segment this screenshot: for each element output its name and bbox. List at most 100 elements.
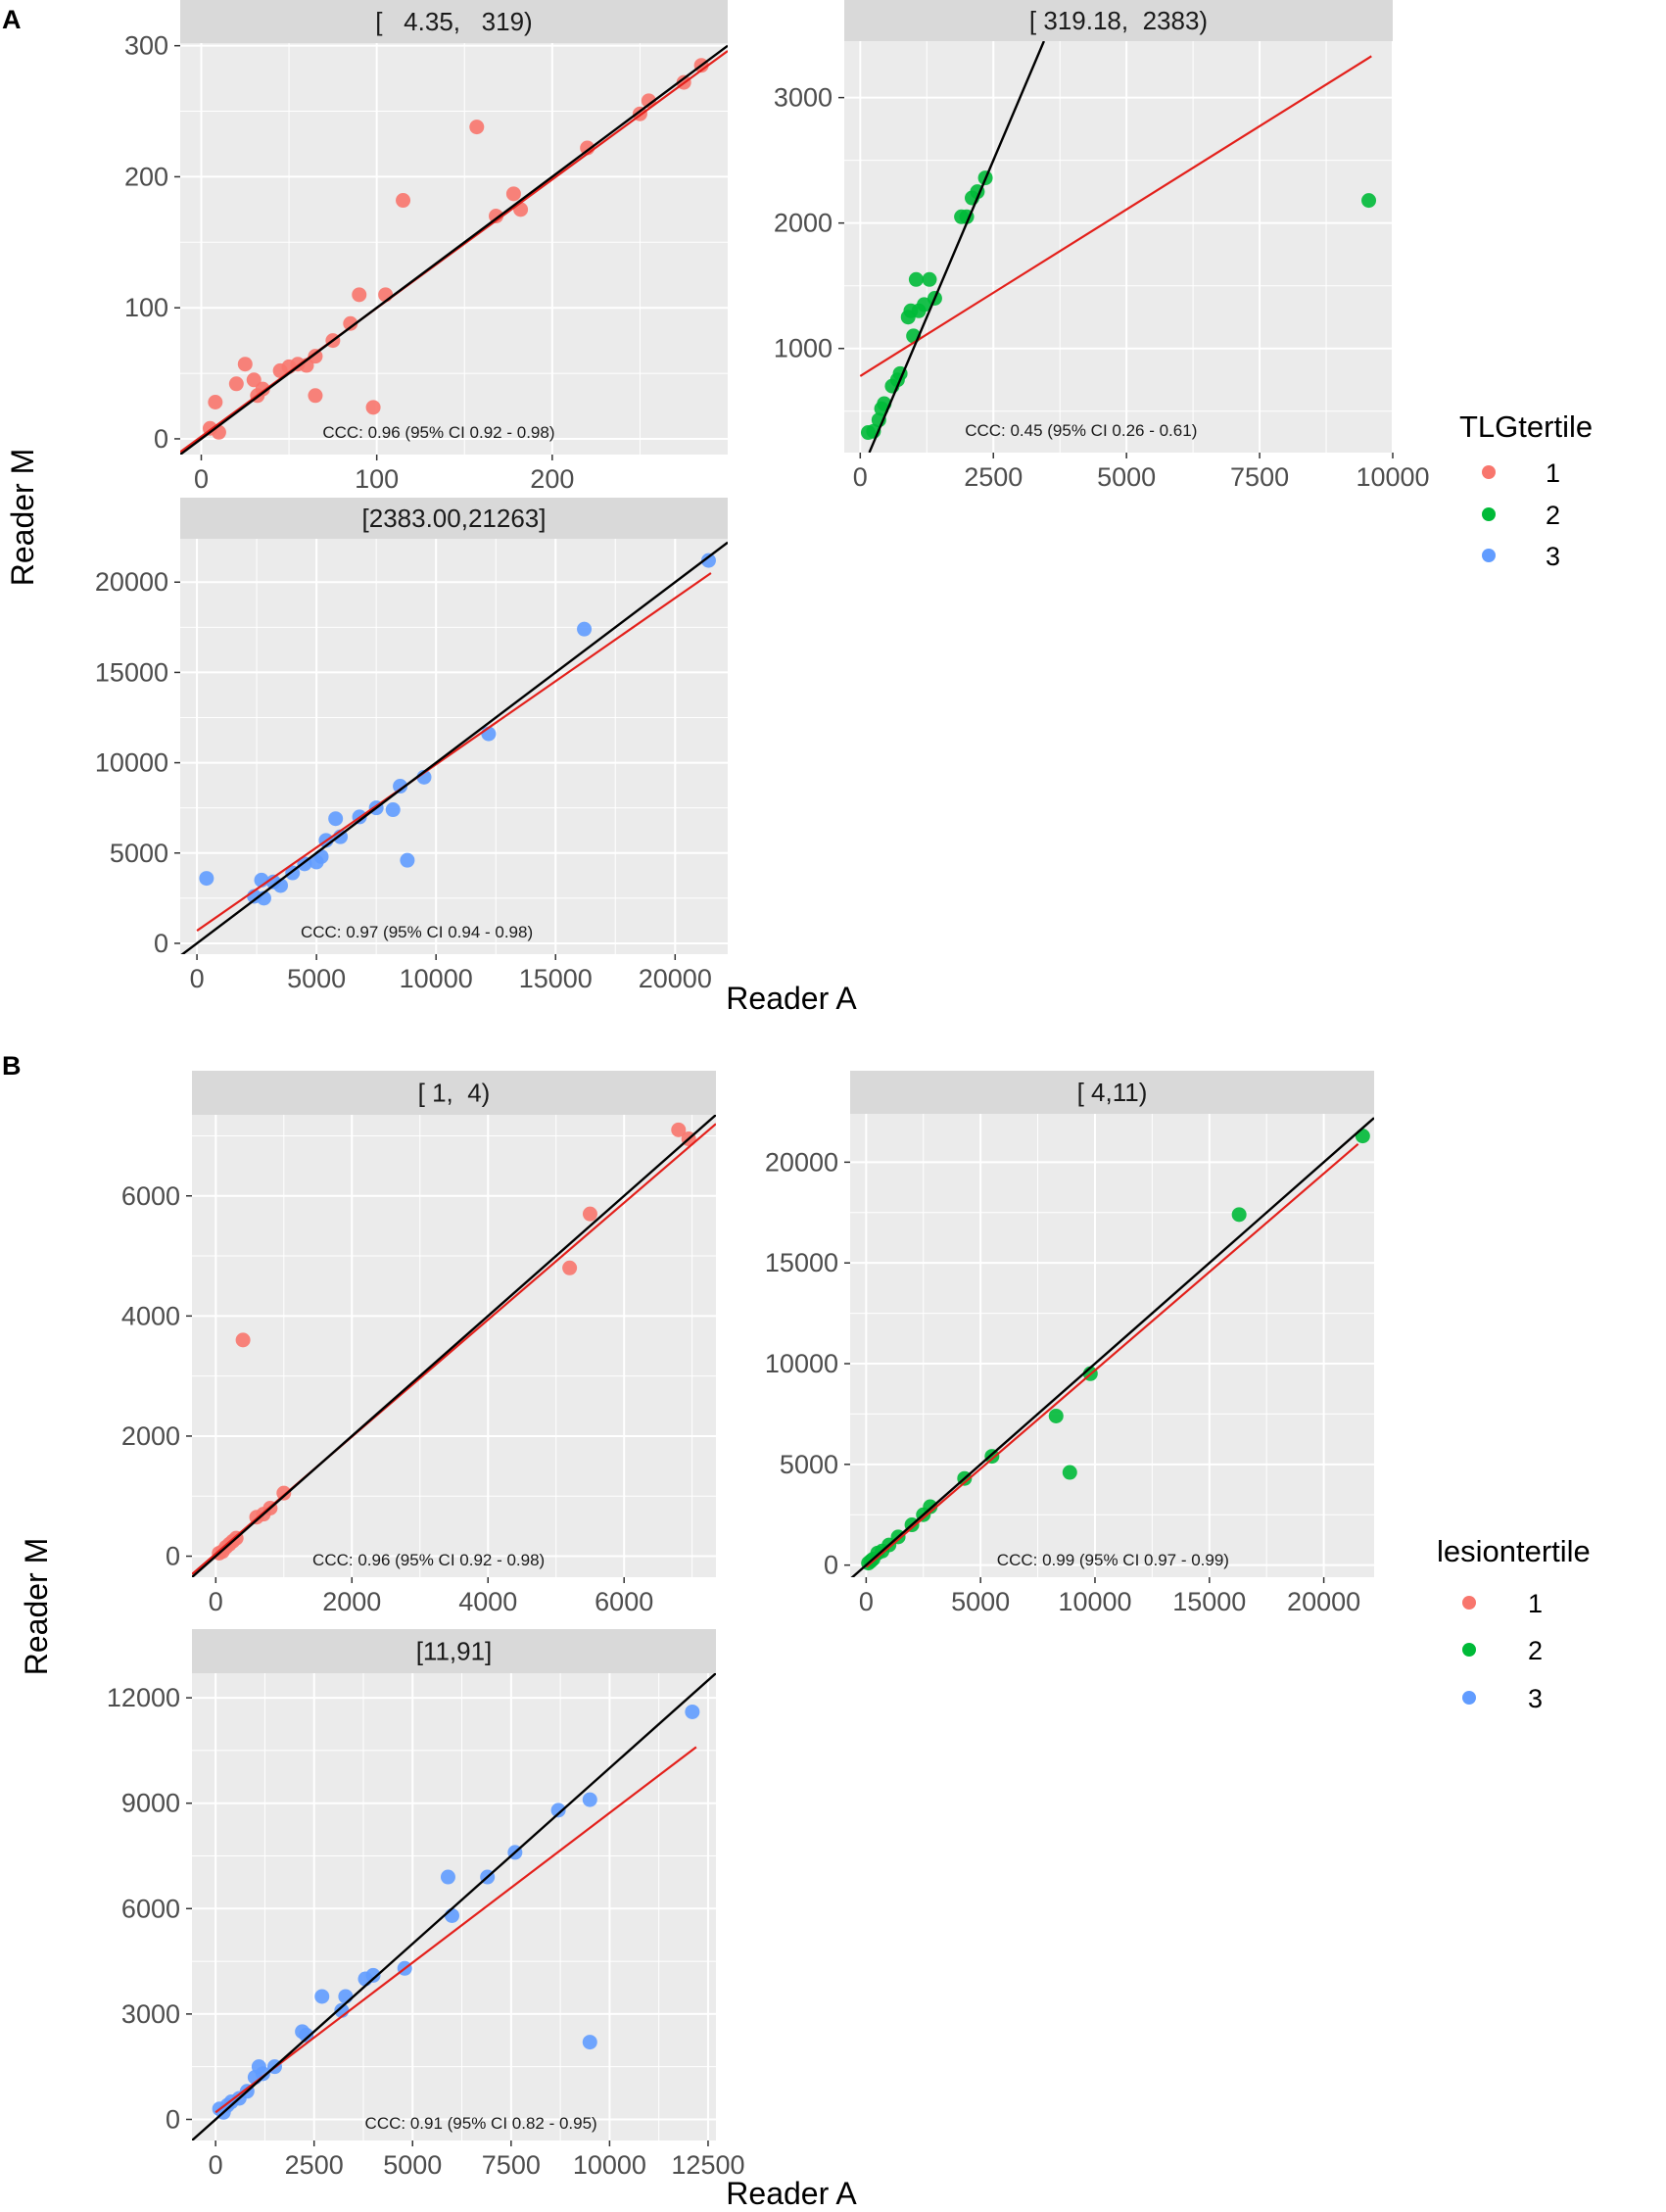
y-tick-label: 0: [824, 1551, 838, 1580]
y-tick-label: 6000: [121, 1181, 180, 1211]
data-point: [917, 297, 932, 313]
y-tick-label: 0: [154, 929, 168, 958]
data-point: [237, 357, 253, 372]
identity-line: [850, 1117, 1374, 1577]
data-point: [440, 1869, 455, 1885]
legend-a: TLGtertile 1 2 3: [1459, 409, 1593, 571]
data-point: [208, 394, 223, 409]
x-tick-label: 6000: [595, 1587, 653, 1616]
y-tick-label: 12000: [107, 1683, 180, 1712]
x-tick-label: 0: [209, 2150, 223, 2180]
data-point: [235, 1332, 251, 1348]
ccc-annotation: CCC: 0.96 (95% CI 0.92 - 0.98): [312, 1551, 545, 1569]
data-point: [505, 186, 521, 202]
x-tick-label: 5000: [383, 2150, 442, 2180]
y-tick-label: 200: [124, 162, 168, 191]
data-point: [365, 400, 381, 415]
data-point: [385, 802, 401, 818]
facet-strip-label: [11,91]: [416, 1637, 493, 1666]
data-point: [582, 1792, 597, 1807]
y-tick-label: 15000: [95, 657, 168, 687]
regression-line: [196, 572, 712, 932]
identity-line: [180, 541, 728, 954]
facet-panel-b1: [ 1, 4) CCC: 0.96 (95% CI 0.92 - 0.98) 0 20…: [121, 1071, 716, 1616]
data-point: [255, 2066, 270, 2082]
regression-line: [865, 1143, 1359, 1568]
data-point: [671, 1122, 687, 1137]
x-tick-label: 20000: [639, 964, 712, 993]
y-axis-title-b: Reader M: [19, 1538, 54, 1676]
identity-line: [868, 41, 1045, 453]
data-point: [365, 1967, 381, 1983]
data-point: [343, 315, 358, 331]
data-point: [338, 1989, 354, 2004]
y-tick-label: 0: [166, 1542, 180, 1571]
legend-key-a-3: [1482, 549, 1496, 562]
x-tick-label: 10000: [400, 964, 473, 993]
x-tick-label: 5000: [287, 964, 346, 993]
data-point: [199, 871, 214, 887]
x-tick-label: 10000: [1058, 1587, 1131, 1616]
data-point: [313, 848, 329, 864]
figure-label-b: B: [2, 1051, 22, 1081]
x-tick-label: 4000: [458, 1587, 517, 1616]
y-tick-label: 6000: [121, 1894, 180, 1923]
x-axis-title-b: Reader A: [726, 2176, 857, 2211]
legend-title-b: lesiontertile: [1437, 1534, 1591, 1568]
data-point: [444, 1907, 459, 1923]
x-tick-label: 20000: [1287, 1587, 1360, 1616]
legend-b: lesiontertile 1 2 3: [1437, 1534, 1591, 1713]
data-point: [700, 553, 716, 568]
x-tick-label: 10000: [573, 2150, 646, 2180]
data-point: [923, 1499, 938, 1515]
facet-strip: [180, 498, 728, 539]
data-point: [582, 2035, 597, 2050]
data-point: [400, 852, 415, 868]
x-tick-label: 5000: [951, 1587, 1010, 1616]
ccc-annotation: CCC: 0.96 (95% CI 0.92 - 0.98): [322, 423, 554, 442]
data-point: [308, 349, 323, 364]
x-axis-title-a: Reader A: [726, 981, 857, 1016]
data-point: [489, 209, 503, 224]
x-tick-label: 0: [853, 462, 868, 492]
x-tick-label: 0: [194, 464, 209, 494]
x-tick-label: 7500: [1230, 462, 1289, 492]
facet-strip: [192, 1629, 716, 1673]
y-tick-label: 2000: [121, 1421, 180, 1451]
data-point: [228, 376, 244, 392]
data-point: [1231, 1207, 1247, 1223]
plot-background: [844, 41, 1393, 453]
facet-strip: [844, 0, 1393, 41]
legend-label-a-1: 1: [1546, 458, 1560, 488]
x-tick-label: 200: [530, 464, 574, 494]
x-tick-label: 0: [190, 964, 205, 993]
legend-key-a-2: [1482, 507, 1496, 521]
y-tick-label: 9000: [121, 1789, 180, 1818]
facet-strip-label: [ 1, 4): [418, 1079, 491, 1108]
data-point: [276, 1485, 292, 1501]
x-tick-label: 7500: [482, 2150, 541, 2180]
facet-panel-a1: [ 4.35, 319) CCC: 0.96 (95% CI 0.92 - 0.9…: [124, 0, 728, 494]
legend-key-a-1: [1482, 465, 1496, 479]
y-tick-label: 0: [154, 424, 168, 454]
x-tick-label: 15000: [519, 964, 593, 993]
facet-strip: [850, 1071, 1374, 1114]
regression-line: [859, 55, 1372, 377]
y-tick-label: 20000: [95, 567, 168, 597]
x-tick-label: 0: [859, 1587, 874, 1616]
x-tick-label: 10000: [1356, 462, 1429, 492]
data-point: [393, 779, 408, 794]
figure-label-a: A: [2, 5, 22, 34]
data-point: [308, 388, 323, 404]
ccc-annotation: CCC: 0.97 (95% CI 0.94 - 0.98): [301, 923, 533, 941]
legend-key-b-1: [1462, 1596, 1476, 1610]
facet-panel-b3: [11,91] CCC: 0.91 (95% CI 0.82 - 0.95) 0 25…: [107, 1629, 745, 2180]
legend-key-b-2: [1462, 1643, 1476, 1657]
legend-label-b-2: 2: [1528, 1636, 1543, 1665]
y-tick-label: 5000: [780, 1450, 838, 1479]
x-tick-label: 12500: [671, 2150, 744, 2180]
facet-strip-label: [ 319.18, 2383): [1029, 6, 1208, 35]
legend-title-a: TLGtertile: [1459, 409, 1593, 444]
y-tick-label: 2000: [774, 209, 833, 238]
